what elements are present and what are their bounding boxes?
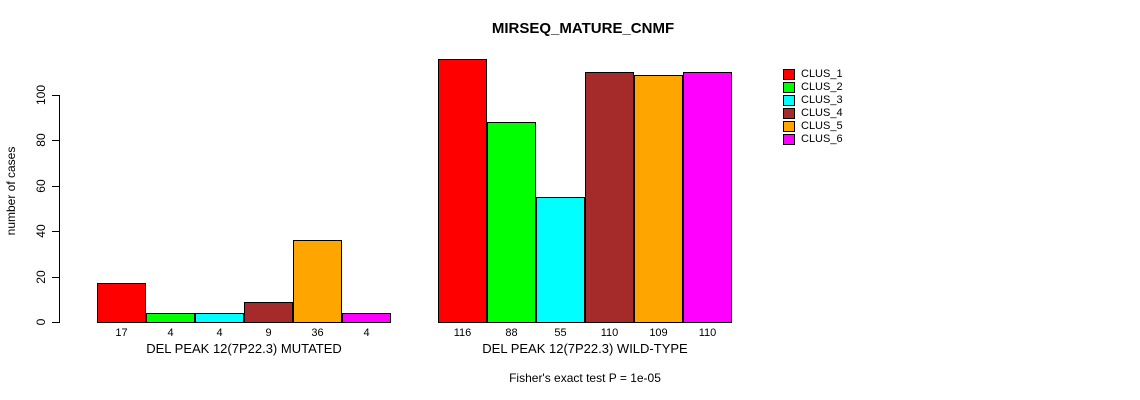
legend-swatch-icon	[783, 69, 795, 80]
bar-clus_5	[634, 75, 683, 323]
y-tick-label: 40	[34, 224, 48, 238]
legend-label: CLUS_4	[801, 107, 843, 119]
bar-clus_3	[536, 197, 585, 323]
bar-value-label: 4	[167, 327, 174, 339]
y-tick-mark	[52, 140, 60, 141]
bar-clus_5	[293, 240, 342, 323]
y-tick-label: 0	[34, 318, 48, 326]
y-axis-line	[59, 95, 60, 323]
legend-item-clus_3: CLUS_3	[783, 94, 843, 107]
legend-label: CLUS_5	[801, 120, 843, 132]
bar-clus_2	[146, 313, 195, 323]
bar-value-label: 9	[265, 327, 272, 339]
y-tick-label: 20	[34, 270, 48, 284]
legend-label: CLUS_6	[801, 133, 843, 145]
legend-label: CLUS_3	[801, 94, 843, 106]
group-label-wild-type: DEL PEAK 12(7P22.3) WILD-TYPE	[482, 341, 688, 356]
y-tick-mark	[52, 322, 60, 323]
bar-value-label: 116	[453, 327, 472, 339]
y-axis-label: number of cases	[4, 146, 18, 236]
bar-value-label: 110	[600, 327, 619, 339]
legend-swatch-icon	[783, 82, 795, 93]
bar-value-label: 36	[311, 327, 324, 339]
legend-swatch-icon	[783, 108, 795, 119]
bar-value-label: 4	[216, 327, 223, 339]
legend-item-clus_5: CLUS_5	[783, 120, 843, 133]
bar-clus_4	[585, 72, 634, 323]
bar-clus_1	[97, 283, 146, 323]
bar-clus_6	[683, 72, 732, 323]
y-tick-label: 100	[34, 84, 48, 106]
legend-swatch-icon	[783, 95, 795, 106]
group-label-mutated: DEL PEAK 12(7P22.3) MUTATED	[146, 341, 342, 356]
legend-label: CLUS_2	[801, 81, 843, 93]
bar-clus_1	[438, 59, 487, 323]
bar-value-label: 4	[363, 327, 370, 339]
bar-clus_4	[244, 302, 293, 323]
legend-label: CLUS_1	[801, 68, 843, 80]
legend-swatch-icon	[783, 121, 795, 132]
y-tick-mark	[52, 231, 60, 232]
legend-item-clus_4: CLUS_4	[783, 107, 843, 120]
legend-item-clus_6: CLUS_6	[783, 133, 843, 146]
legend-item-clus_1: CLUS_1	[783, 68, 843, 81]
bar-value-label: 109	[649, 327, 668, 339]
bar-value-label: 17	[115, 327, 128, 339]
y-tick-mark	[52, 186, 60, 187]
bar-value-label: 55	[554, 327, 567, 339]
bar-value-label: 88	[505, 327, 518, 339]
bar-clus_6	[342, 313, 391, 323]
fisher-test-annotation: Fisher's exact test P = 1e-05	[509, 371, 661, 385]
bar-clus_3	[195, 313, 244, 323]
chart-title: MIRSEQ_MATURE_CNMF	[491, 20, 675, 37]
bar-value-label: 110	[698, 327, 717, 339]
legend: CLUS_1 CLUS_2 CLUS_3 CLUS_4 CLUS_5 CLUS_6	[783, 68, 843, 146]
y-tick-mark	[52, 277, 60, 278]
y-tick-label: 80	[34, 133, 48, 147]
legend-item-clus_2: CLUS_2	[783, 81, 843, 94]
legend-swatch-icon	[783, 134, 795, 145]
bar-clus_2	[487, 122, 536, 323]
y-tick-label: 60	[34, 179, 48, 193]
y-tick-mark	[52, 95, 60, 96]
